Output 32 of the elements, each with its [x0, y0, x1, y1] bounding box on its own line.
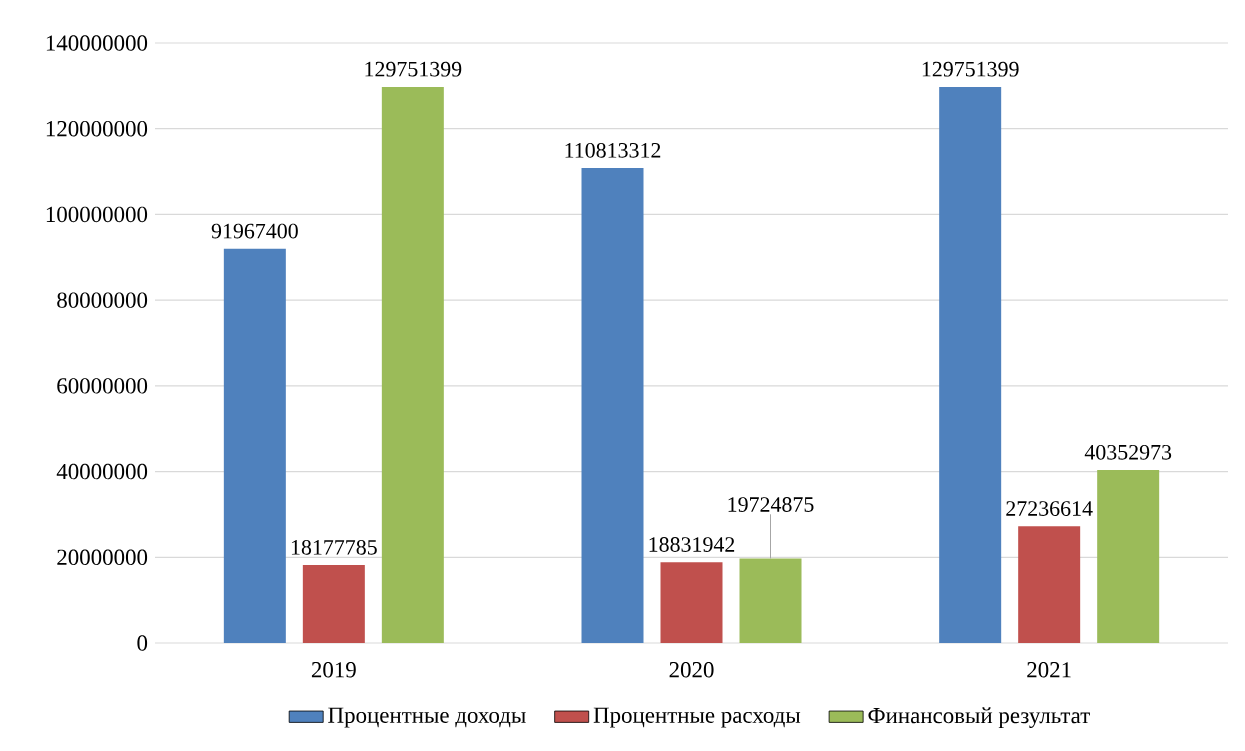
y-tick-label: 40000000	[56, 463, 148, 480]
bar	[660, 562, 723, 643]
legend-label: Финансовый результат	[868, 707, 1090, 728]
bar	[381, 86, 444, 643]
legend-label: Процентные доходы	[328, 707, 526, 728]
bar	[1097, 470, 1160, 643]
bar	[1018, 526, 1081, 643]
data-label: 129751399	[922, 61, 1019, 77]
data-label: 18831942	[649, 537, 735, 552]
data-label: 27236614	[1006, 501, 1093, 516]
data-label: 91967400	[211, 223, 298, 239]
data-label: 40352973	[1084, 444, 1172, 460]
y-tick-label: 20000000	[57, 549, 148, 566]
y-tick-label: 60000000	[57, 378, 148, 394]
y-tick-label: 120000000	[46, 121, 148, 137]
legend-label: Процентные расходы	[593, 707, 801, 728]
bar	[302, 565, 365, 643]
x-tick-label: 2019	[311, 662, 356, 678]
data-label: 129751399	[365, 61, 462, 77]
bar	[739, 558, 802, 643]
y-tick-label: 140000000	[46, 35, 148, 51]
data-label: 18177785	[291, 539, 377, 555]
y-tick-label: 100000000	[46, 206, 148, 223]
bar	[939, 86, 1002, 643]
y-tick-label: 0	[137, 635, 148, 651]
data-label: 110813312	[565, 142, 661, 158]
x-tick-label: 2021	[1027, 662, 1071, 678]
bar	[223, 248, 286, 643]
x-tick-label: 2020	[669, 662, 714, 678]
data-label: 19724875	[728, 497, 814, 512]
bar	[581, 168, 644, 643]
y-tick-label: 80000000	[57, 292, 148, 308]
